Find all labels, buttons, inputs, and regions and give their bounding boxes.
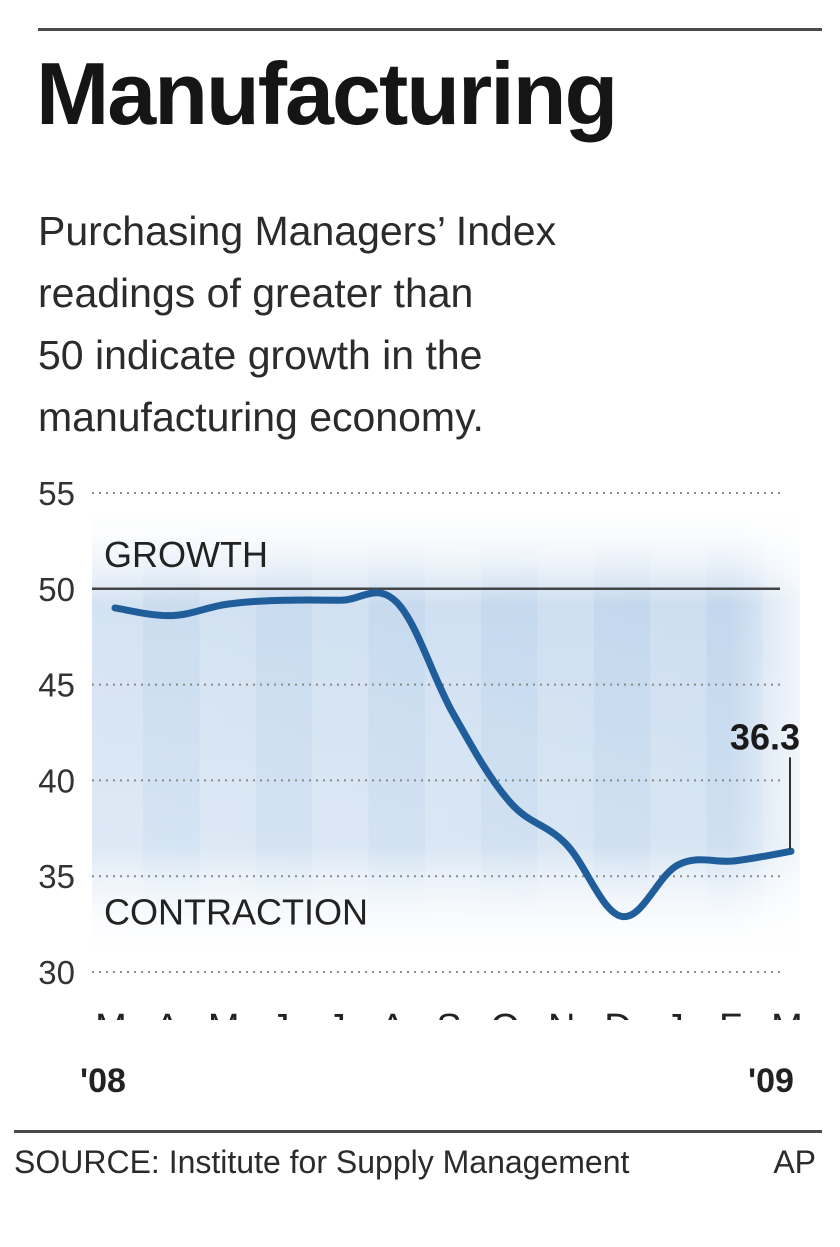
x-tick-label: N <box>548 1007 575 1020</box>
x-tick-label: M <box>208 1007 240 1020</box>
y-tick-label: 35 <box>38 858 75 895</box>
top-rule <box>38 28 822 31</box>
region-labels: GROWTH CONTRACTION <box>104 534 368 933</box>
x-tick-label: M <box>95 1007 127 1020</box>
data-point <box>509 801 510 802</box>
background-band <box>86 503 820 962</box>
value-callout: 36.3 <box>730 717 800 850</box>
data-point <box>565 843 566 844</box>
year-label-start: '08 <box>80 1062 126 1100</box>
callout-label: 36.3 <box>730 717 800 758</box>
x-tick-label: F <box>719 1007 742 1020</box>
data-point <box>678 864 679 865</box>
y-tick-label: 30 <box>38 954 75 991</box>
subtitle-line: 50 indicate growth in the <box>38 332 483 378</box>
data-point <box>171 615 172 616</box>
x-tick-label: O <box>491 1007 521 1020</box>
pmi-line-chart: 55 50 45 40 35 30 GROWTH CONTRACTION 36.3 M A M J… <box>38 475 820 1020</box>
data-point <box>284 600 285 601</box>
x-tick-label: D <box>604 1007 631 1020</box>
contraction-label: CONTRACTION <box>104 892 368 933</box>
series-line <box>111 589 795 920</box>
bottom-rule <box>14 1130 822 1133</box>
growth-label: GROWTH <box>104 534 268 575</box>
band-fade <box>92 503 800 962</box>
y-tick-label: 45 <box>38 667 75 704</box>
y-tick-label: 55 <box>38 475 75 512</box>
x-axis-ticks: MAMJJASONDJFM <box>95 1007 803 1020</box>
subtitle-line: Purchasing Managers’ Index <box>38 208 557 254</box>
chart-title: Manufacturing <box>36 44 618 143</box>
y-tick-label: 50 <box>38 571 75 608</box>
series-path <box>111 589 795 920</box>
data-point <box>115 607 116 608</box>
x-tick-label: J <box>271 1007 290 1020</box>
data-point <box>396 602 397 603</box>
subtitle-line: readings of greater than <box>38 270 474 316</box>
year-label-end: '09 <box>748 1062 794 1100</box>
x-tick-label: M <box>771 1007 803 1020</box>
credit-label: AP <box>773 1144 816 1180</box>
x-tick-label: A <box>155 1007 181 1020</box>
subtitle-line: manufacturing economy. <box>38 394 484 440</box>
x-tick-label: A <box>380 1007 406 1020</box>
data-point <box>227 604 228 605</box>
data-point <box>622 916 623 917</box>
data-point <box>734 860 735 861</box>
source-note: SOURCE: Institute for Supply Management <box>14 1144 630 1180</box>
x-tick-label: S <box>436 1007 461 1020</box>
x-tick-label: J <box>665 1007 684 1020</box>
data-point <box>340 600 341 601</box>
data-point <box>791 851 792 852</box>
chart-subtitle: Purchasing Managers’ Index readings of g… <box>38 200 818 448</box>
x-tick-label: J <box>327 1007 346 1020</box>
y-tick-label: 40 <box>38 762 75 799</box>
data-point <box>453 713 454 714</box>
y-axis-ticks: 55 50 45 40 35 30 <box>38 475 75 991</box>
